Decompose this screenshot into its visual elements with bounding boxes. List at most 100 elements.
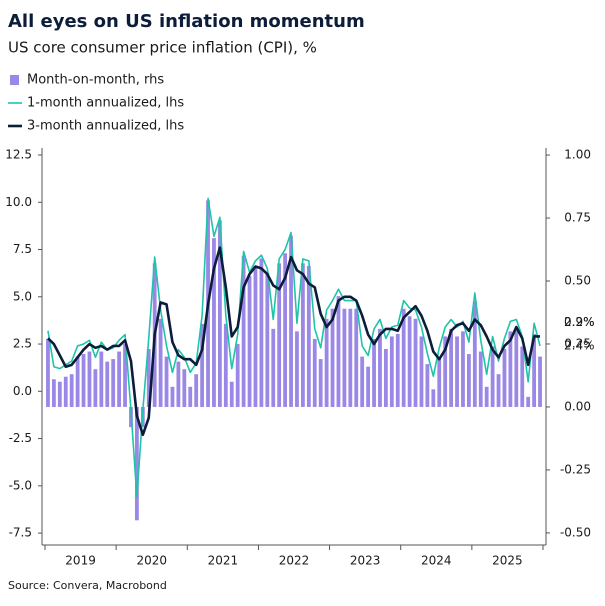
y-tick-label: 10.0 <box>5 195 32 209</box>
bar <box>247 275 252 407</box>
bar <box>312 338 317 407</box>
bar <box>69 374 74 407</box>
bar <box>93 369 98 407</box>
bar <box>348 308 353 407</box>
bar <box>466 354 471 407</box>
x-tick-label: 2021 <box>208 554 239 568</box>
line <box>47 197 541 498</box>
legend-label: 1-month annualized, lhs <box>27 96 184 111</box>
bar <box>342 308 347 407</box>
legend-swatch <box>10 75 19 85</box>
bar <box>461 331 465 407</box>
x-tick-label: 2024 <box>421 554 452 568</box>
bar <box>383 349 388 407</box>
y2-tick-label: 0.50 <box>564 274 591 288</box>
bar <box>472 301 477 407</box>
bar <box>401 308 406 407</box>
bar <box>372 338 376 407</box>
bar <box>532 333 537 407</box>
end-label: 0.2% <box>564 315 595 329</box>
bar <box>425 364 430 407</box>
bar <box>146 349 151 407</box>
bar <box>253 265 258 407</box>
bar <box>99 351 104 407</box>
bar <box>283 253 288 407</box>
bar <box>158 318 163 407</box>
bar <box>354 308 359 407</box>
x-tick-label: 2025 <box>492 554 523 568</box>
bar <box>217 220 222 407</box>
bar <box>484 386 489 407</box>
bar <box>538 356 542 407</box>
bar <box>200 323 205 407</box>
x-tick-label: 2020 <box>136 554 167 568</box>
y-tick-label: 0.0 <box>13 384 32 398</box>
bar <box>164 356 169 407</box>
bar <box>389 336 394 407</box>
bar <box>514 328 519 407</box>
bar <box>490 346 495 407</box>
bar <box>455 336 459 407</box>
bar <box>265 273 270 407</box>
bar <box>318 359 323 407</box>
bar <box>223 323 228 407</box>
source: Source: Convera, Macrobond <box>8 579 167 592</box>
bar <box>306 265 311 407</box>
bar <box>123 343 127 407</box>
bar <box>520 346 525 407</box>
bar <box>360 356 365 407</box>
bar <box>182 369 187 407</box>
legend-label: Month-on-month, rhs <box>27 73 164 88</box>
chart-title: All eyes on US inflation momentum <box>8 11 365 32</box>
bar <box>117 351 122 407</box>
bar <box>295 331 299 407</box>
bar <box>105 361 110 407</box>
bar <box>241 255 246 407</box>
chart-subtitle: US core consumer price inflation (CPI), … <box>8 39 317 57</box>
y-tick-label: 12.5 <box>5 147 32 161</box>
bar <box>508 331 513 407</box>
bar <box>111 359 116 407</box>
y-tick-label: 5.0 <box>13 289 32 303</box>
bar <box>330 308 335 407</box>
line <box>47 246 541 437</box>
bar <box>413 318 418 407</box>
bar <box>300 263 305 407</box>
x-tick-label: 2023 <box>350 554 381 568</box>
y-tick-label: 2.5 <box>13 337 32 351</box>
bar <box>63 376 68 407</box>
bar <box>407 316 412 407</box>
bar <box>526 396 531 407</box>
bar <box>188 386 193 407</box>
y2-tick-label: 1.00 <box>564 148 591 162</box>
bar <box>289 235 293 407</box>
bar <box>170 386 175 407</box>
y2-tick-label: 0.00 <box>564 399 591 413</box>
y2-tick-label: 0.75 <box>564 211 591 225</box>
y2-tick-label: -0.50 <box>560 525 591 539</box>
bar <box>194 374 199 407</box>
bar <box>366 366 371 407</box>
bar <box>437 359 442 407</box>
bar <box>336 296 341 407</box>
y-tick-label: 7.5 <box>13 242 32 256</box>
bar <box>378 328 382 407</box>
y-tick-label: -7.5 <box>9 526 32 540</box>
bar <box>271 328 276 407</box>
x-tick-label: 2022 <box>279 554 310 568</box>
bar <box>259 258 264 407</box>
bar <box>449 328 454 407</box>
bar <box>277 263 282 407</box>
bar <box>87 351 92 407</box>
bar <box>57 381 62 407</box>
bar <box>229 381 234 407</box>
bar <box>235 343 240 407</box>
bar <box>176 361 181 407</box>
bar <box>81 354 86 407</box>
y-tick-label: -2.5 <box>9 431 32 445</box>
bar <box>443 336 448 407</box>
x-tick-label: 2019 <box>65 554 96 568</box>
bar <box>324 318 329 407</box>
bar <box>212 238 216 407</box>
bar <box>431 389 436 407</box>
